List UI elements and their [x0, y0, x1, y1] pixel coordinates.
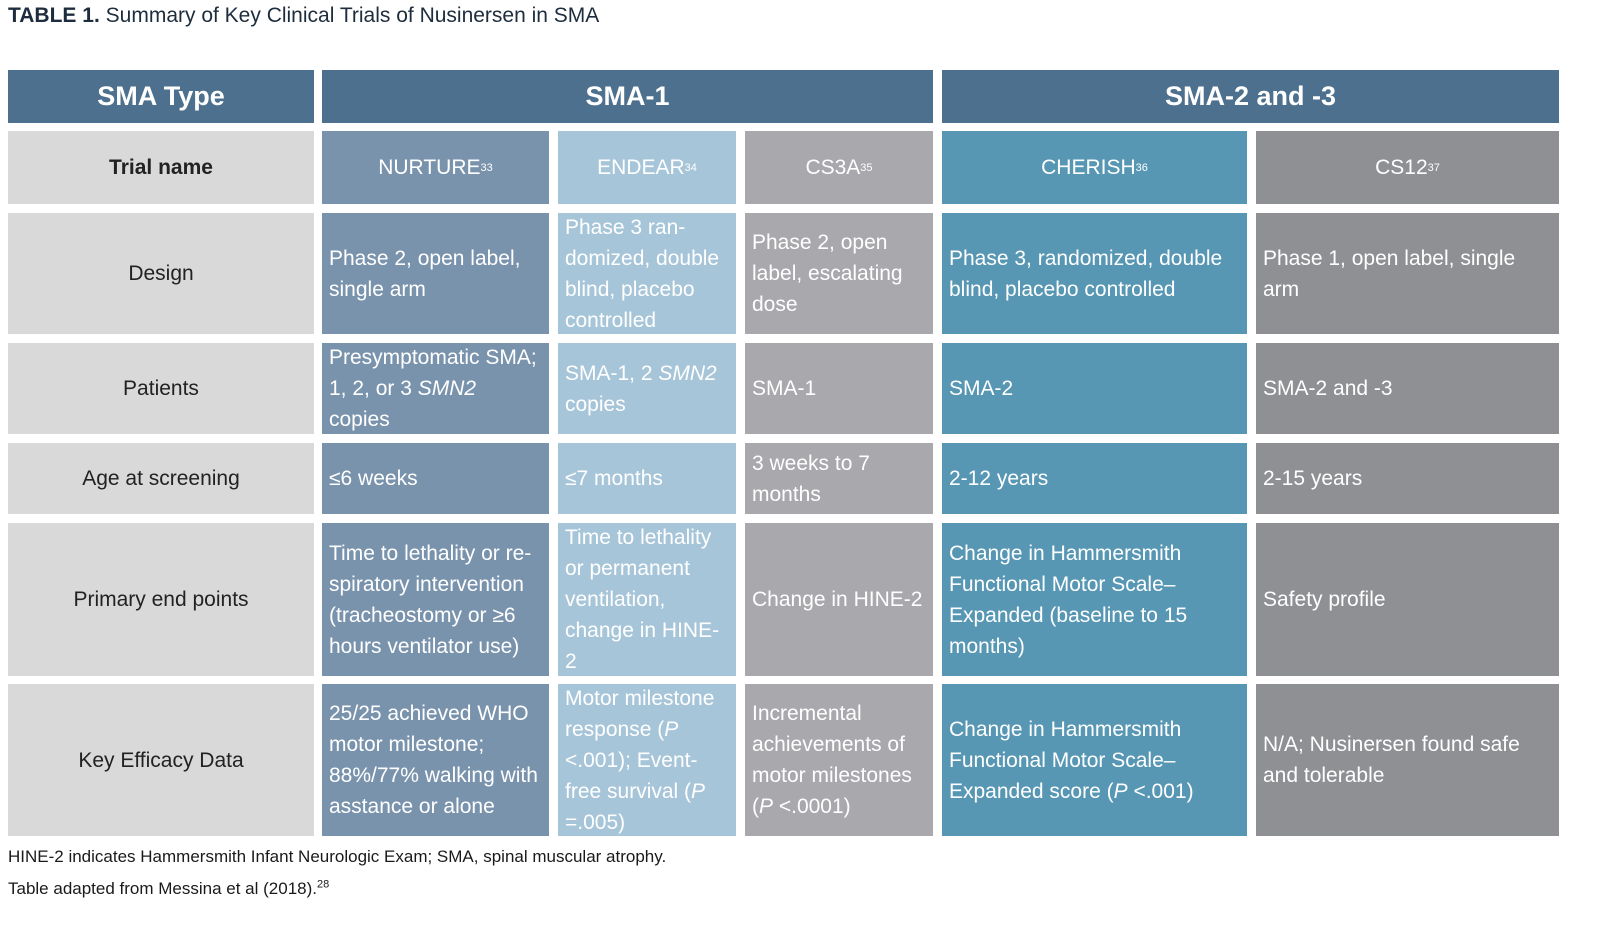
efficacy-cherish-text-b: <.001) [1127, 779, 1194, 803]
age-cherish: 2-12 years [942, 443, 1247, 514]
efficacy-endear-text-b: <.001); Event-free survival ( [565, 748, 698, 803]
patients-endear: SMA-1, 2 SMN2 copies [558, 343, 736, 434]
table-label: TABLE 1. [8, 4, 100, 27]
patients-cs12: SMA-2 and -3 [1256, 343, 1559, 434]
trial-endear: ENDEAR 34 [558, 131, 736, 204]
design-cs3a: Phase 2, open label, escalating dose [745, 213, 933, 334]
trials-table: SMA Type SMA-1 SMA-2 and -3 Trial name N… [8, 70, 1592, 856]
table-caption: Summary of Key Clinical Trials of Nusine… [105, 4, 600, 27]
footnote-source-ref: 28 [317, 878, 330, 891]
patients-cherish: SMA-2 [942, 343, 1247, 434]
trial-cs3a: CS3A 35 [745, 131, 933, 204]
footnote-source: Table adapted from Messina et al (2018).… [8, 879, 329, 899]
table-title: TABLE 1. Summary of Key Clinical Trials … [8, 2, 599, 30]
trial-nurture-name: NURTURE [378, 156, 481, 179]
endpoints-endear: Time to lethality or permanent ventilati… [558, 523, 736, 676]
header-sma-2-3: SMA-2 and -3 [942, 70, 1559, 123]
trial-cherish: CHERISH 36 [942, 131, 1247, 204]
row-label-age: Age at screening [8, 443, 314, 514]
endpoints-nurture: Time to lethality or re-spiratory interv… [322, 523, 549, 676]
efficacy-cs3a-text-a: Incremental achievements of motor milest… [752, 702, 912, 818]
efficacy-cherish-p: P [1113, 779, 1128, 803]
efficacy-endear-text-a: Motor milestone response ( [565, 686, 715, 741]
patients-nurture-suffix: copies [329, 408, 390, 431]
patients-nurture-gene: SMN2 [417, 377, 477, 400]
trial-endear-name: ENDEAR [597, 156, 685, 179]
trial-cherish-name: CHERISH [1041, 156, 1136, 179]
efficacy-cherish-text-a: Change in Hammersmith Functional Motor S… [949, 717, 1182, 803]
patients-nurture: Presymptomatic SMA; 1, 2, or 3 SMN2 copi… [322, 343, 549, 434]
trial-nurture: NURTURE 33 [322, 131, 549, 204]
patients-endear-suffix: copies [565, 392, 626, 416]
endpoints-cs12: Safety profile [1256, 523, 1559, 676]
design-cherish: Phase 3, randomized, double blind, place… [942, 213, 1247, 334]
efficacy-cs3a: Incremental achievements of motor milest… [745, 684, 933, 836]
footnote-abbreviations: HINE-2 indicates Hammersmith Infant Neur… [8, 847, 667, 866]
row-label-design: Design [8, 213, 314, 334]
row-label-endpoints: Primary end points [8, 523, 314, 676]
row-label-patients: Patients [8, 343, 314, 434]
efficacy-endear-text-c: =.005) [565, 810, 626, 834]
header-sma-1: SMA-1 [322, 70, 933, 123]
efficacy-nurture: 25/25 achieved WHO motor milestone; 88%/… [322, 684, 549, 836]
design-cs12: Phase 1, open label, single arm [1256, 213, 1559, 334]
row-label-efficacy: Key Efficacy Data [8, 684, 314, 836]
age-cs12: 2-15 years [1256, 443, 1559, 514]
age-nurture: ≤6 weeks [322, 443, 549, 514]
patients-endear-gene: SMN2 [658, 361, 717, 385]
endpoints-cs3a: Change in HINE-2 [745, 523, 933, 676]
trial-cs12: CS12 37 [1256, 131, 1559, 204]
patients-nurture-text: Presymptomatic SMA; 1, 2, or 3 [329, 346, 537, 400]
row-label-trial-name: Trial name [8, 131, 314, 204]
trial-cs3a-name: CS3A [805, 156, 861, 179]
efficacy-cherish: Change in Hammersmith Functional Motor S… [942, 684, 1247, 836]
age-cs3a: 3 weeks to 7 months [745, 443, 933, 514]
efficacy-endear: Motor milestone response (P <.001); Even… [558, 684, 736, 836]
efficacy-cs3a-text-b: <.0001) [773, 795, 851, 818]
efficacy-cs3a-p: P [759, 795, 774, 818]
design-endear: Phase 3 ran-domized, double blind, place… [558, 213, 736, 334]
header-sma-type: SMA Type [8, 70, 314, 123]
design-nurture: Phase 2, open label, single arm [322, 213, 549, 334]
footnote-source-text: Table adapted from Messina et al (2018). [8, 879, 318, 898]
endpoints-cherish: Change in Hammersmith Functional Motor S… [942, 523, 1247, 676]
age-endear: ≤7 months [558, 443, 736, 514]
patients-endear-text: SMA-1, 2 [565, 361, 659, 385]
efficacy-endear-p1: P [664, 717, 679, 741]
trial-cs12-name: CS12 [1375, 156, 1428, 179]
efficacy-cs12: N/A; Nusinersen found safe and tolerable [1256, 684, 1559, 836]
patients-cs3a: SMA-1 [745, 343, 933, 434]
efficacy-endear-p2: P [691, 779, 706, 803]
